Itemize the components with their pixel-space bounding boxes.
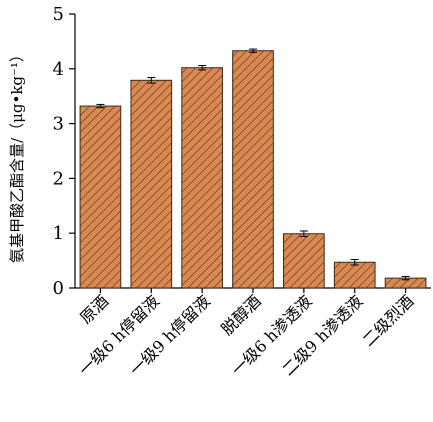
error-bar-2	[198, 65, 207, 71]
error-bar-0	[96, 103, 105, 109]
bar-3	[232, 50, 274, 289]
y-axis-label: 氨基甲酸乙酯含量/（μg•kg⁻¹）	[8, 47, 26, 263]
bar-5	[333, 261, 376, 289]
bars	[79, 48, 427, 289]
y-tick-label: 1	[53, 223, 64, 244]
y-tick-label: 3	[53, 114, 64, 135]
error-bar-1	[147, 77, 156, 84]
bar-4	[283, 233, 325, 289]
y-tick-label: 4	[53, 59, 64, 80]
x-category-label: 原酒	[76, 291, 112, 327]
y-tick-label: 2	[53, 168, 64, 189]
y-tick-label: 5	[53, 4, 64, 25]
y-tick-label: 0	[53, 278, 64, 299]
x-category-label: 二级烈酒	[359, 291, 418, 350]
bar-1	[130, 79, 173, 289]
error-bar-5	[350, 259, 359, 266]
bar-2	[181, 67, 223, 289]
error-bar-4	[299, 230, 308, 237]
error-bar-3	[249, 48, 257, 53]
x-category-label: 脱醇酒	[217, 291, 264, 338]
bar-0	[79, 105, 122, 289]
error-bar-6	[401, 275, 410, 281]
